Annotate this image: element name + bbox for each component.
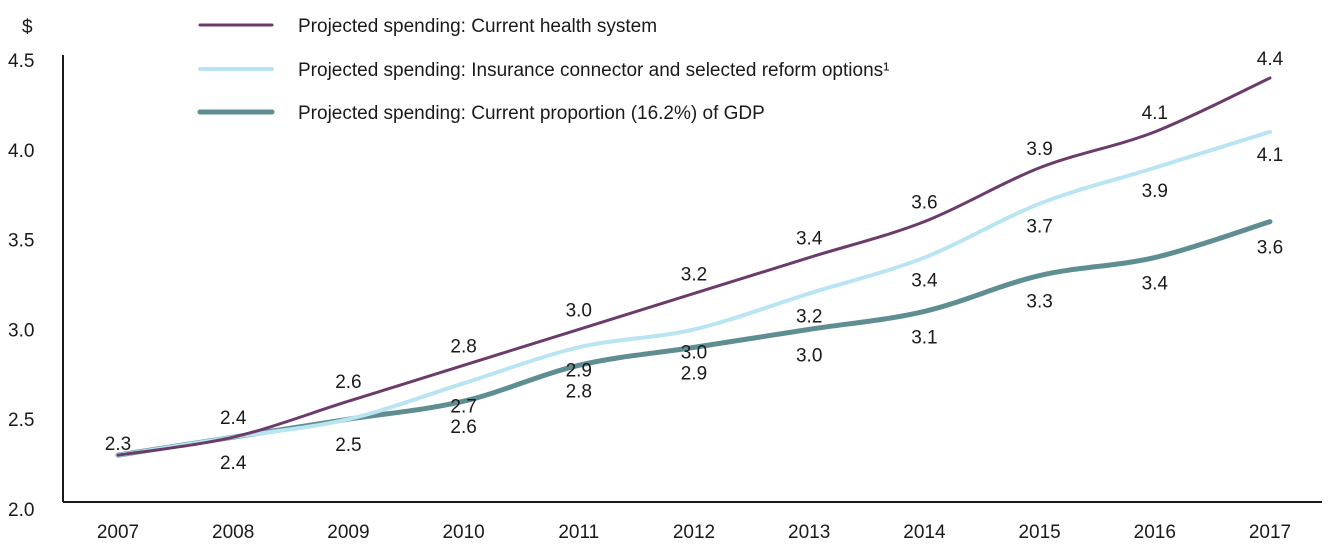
y-tick-label: 3.0	[8, 320, 34, 341]
data-label-series-0: 3.9	[1026, 139, 1052, 160]
data-label-series-0: 2.6	[335, 372, 361, 393]
data-label-series-1: 3.7	[1026, 217, 1052, 238]
x-tick-label: 2009	[327, 522, 369, 543]
x-tick-label: 2008	[212, 522, 254, 543]
data-label-series-0: 3.4	[796, 229, 823, 250]
data-label-series-1: 2.9	[566, 360, 592, 381]
data-labels: 2.32.42.62.83.03.23.43.63.94.14.42.72.93…	[105, 49, 1284, 474]
series-lines	[115, 76, 1273, 458]
legend-label-1: Projected spending: Insurance connector …	[298, 60, 889, 81]
y-tick-label: 4.5	[8, 51, 34, 72]
x-tick-label: 2007	[97, 522, 139, 543]
data-label-series-2: 3.3	[1026, 292, 1052, 313]
data-label-series-2: 3.0	[796, 345, 822, 366]
data-label-series-0: 2.3	[105, 434, 131, 455]
data-label-series-2: 3.4	[1142, 274, 1169, 295]
series-line-0	[116, 76, 1272, 457]
data-label-series-0: 3.2	[681, 264, 707, 285]
data-label-series-2: 2.8	[566, 381, 592, 402]
x-tick-label: 2013	[788, 522, 830, 543]
data-label-series-1: 4.1	[1257, 145, 1283, 166]
data-label-series-0: 2.8	[450, 336, 476, 357]
x-tick-labels: 2007 2008 2009 2010 2011 2012 2013 2014 2015 2016…	[97, 522, 1291, 543]
legend-label-0: Projected spending: Current health syste…	[298, 16, 657, 37]
data-label-series-1: 3.4	[911, 271, 938, 292]
y-tick-label: 4.0	[8, 141, 34, 162]
data-label-series-2: 3.6	[1257, 238, 1283, 259]
data-label-series-1: 3.0	[681, 342, 707, 363]
x-tick-label: 2012	[673, 522, 715, 543]
data-label-series-2: 3.1	[911, 327, 937, 348]
data-label-series-2: 2.9	[681, 363, 707, 384]
data-label-series-0: 3.0	[566, 300, 592, 321]
x-tick-label: 2014	[903, 522, 946, 543]
legend: Projected spending: Current health syste…	[197, 16, 889, 124]
data-label-series-1: 2.7	[450, 396, 476, 417]
data-label-series-2: 2.4	[220, 453, 247, 474]
x-tick-label: 2011	[558, 522, 599, 543]
y-tick-label: 3.5	[8, 231, 34, 252]
y-tick-label: 2.0	[8, 500, 34, 521]
y-tick-labels: 2.0 2.5 3.0 3.5 4.0 4.5	[8, 51, 34, 521]
legend-label-2: Projected spending: Current proportion (…	[298, 103, 765, 124]
data-label-series-1: 3.2	[796, 306, 822, 327]
data-label-series-0: 2.4	[220, 408, 247, 429]
data-label-series-1: 3.9	[1142, 181, 1168, 202]
y-axis-unit-label: $	[22, 17, 33, 38]
data-label-series-2: 2.6	[450, 417, 476, 438]
x-tick-label: 2010	[442, 522, 484, 543]
data-label-series-0: 4.1	[1142, 103, 1168, 124]
x-tick-label: 2017	[1249, 522, 1291, 543]
y-tick-label: 2.5	[8, 410, 34, 431]
x-tick-label: 2016	[1134, 522, 1176, 543]
series-line-1	[116, 129, 1272, 458]
data-label-series-2: 2.5	[335, 435, 361, 456]
data-label-series-0: 3.6	[911, 193, 937, 214]
data-label-series-0: 4.4	[1257, 49, 1284, 70]
x-tick-label: 2015	[1018, 522, 1060, 543]
